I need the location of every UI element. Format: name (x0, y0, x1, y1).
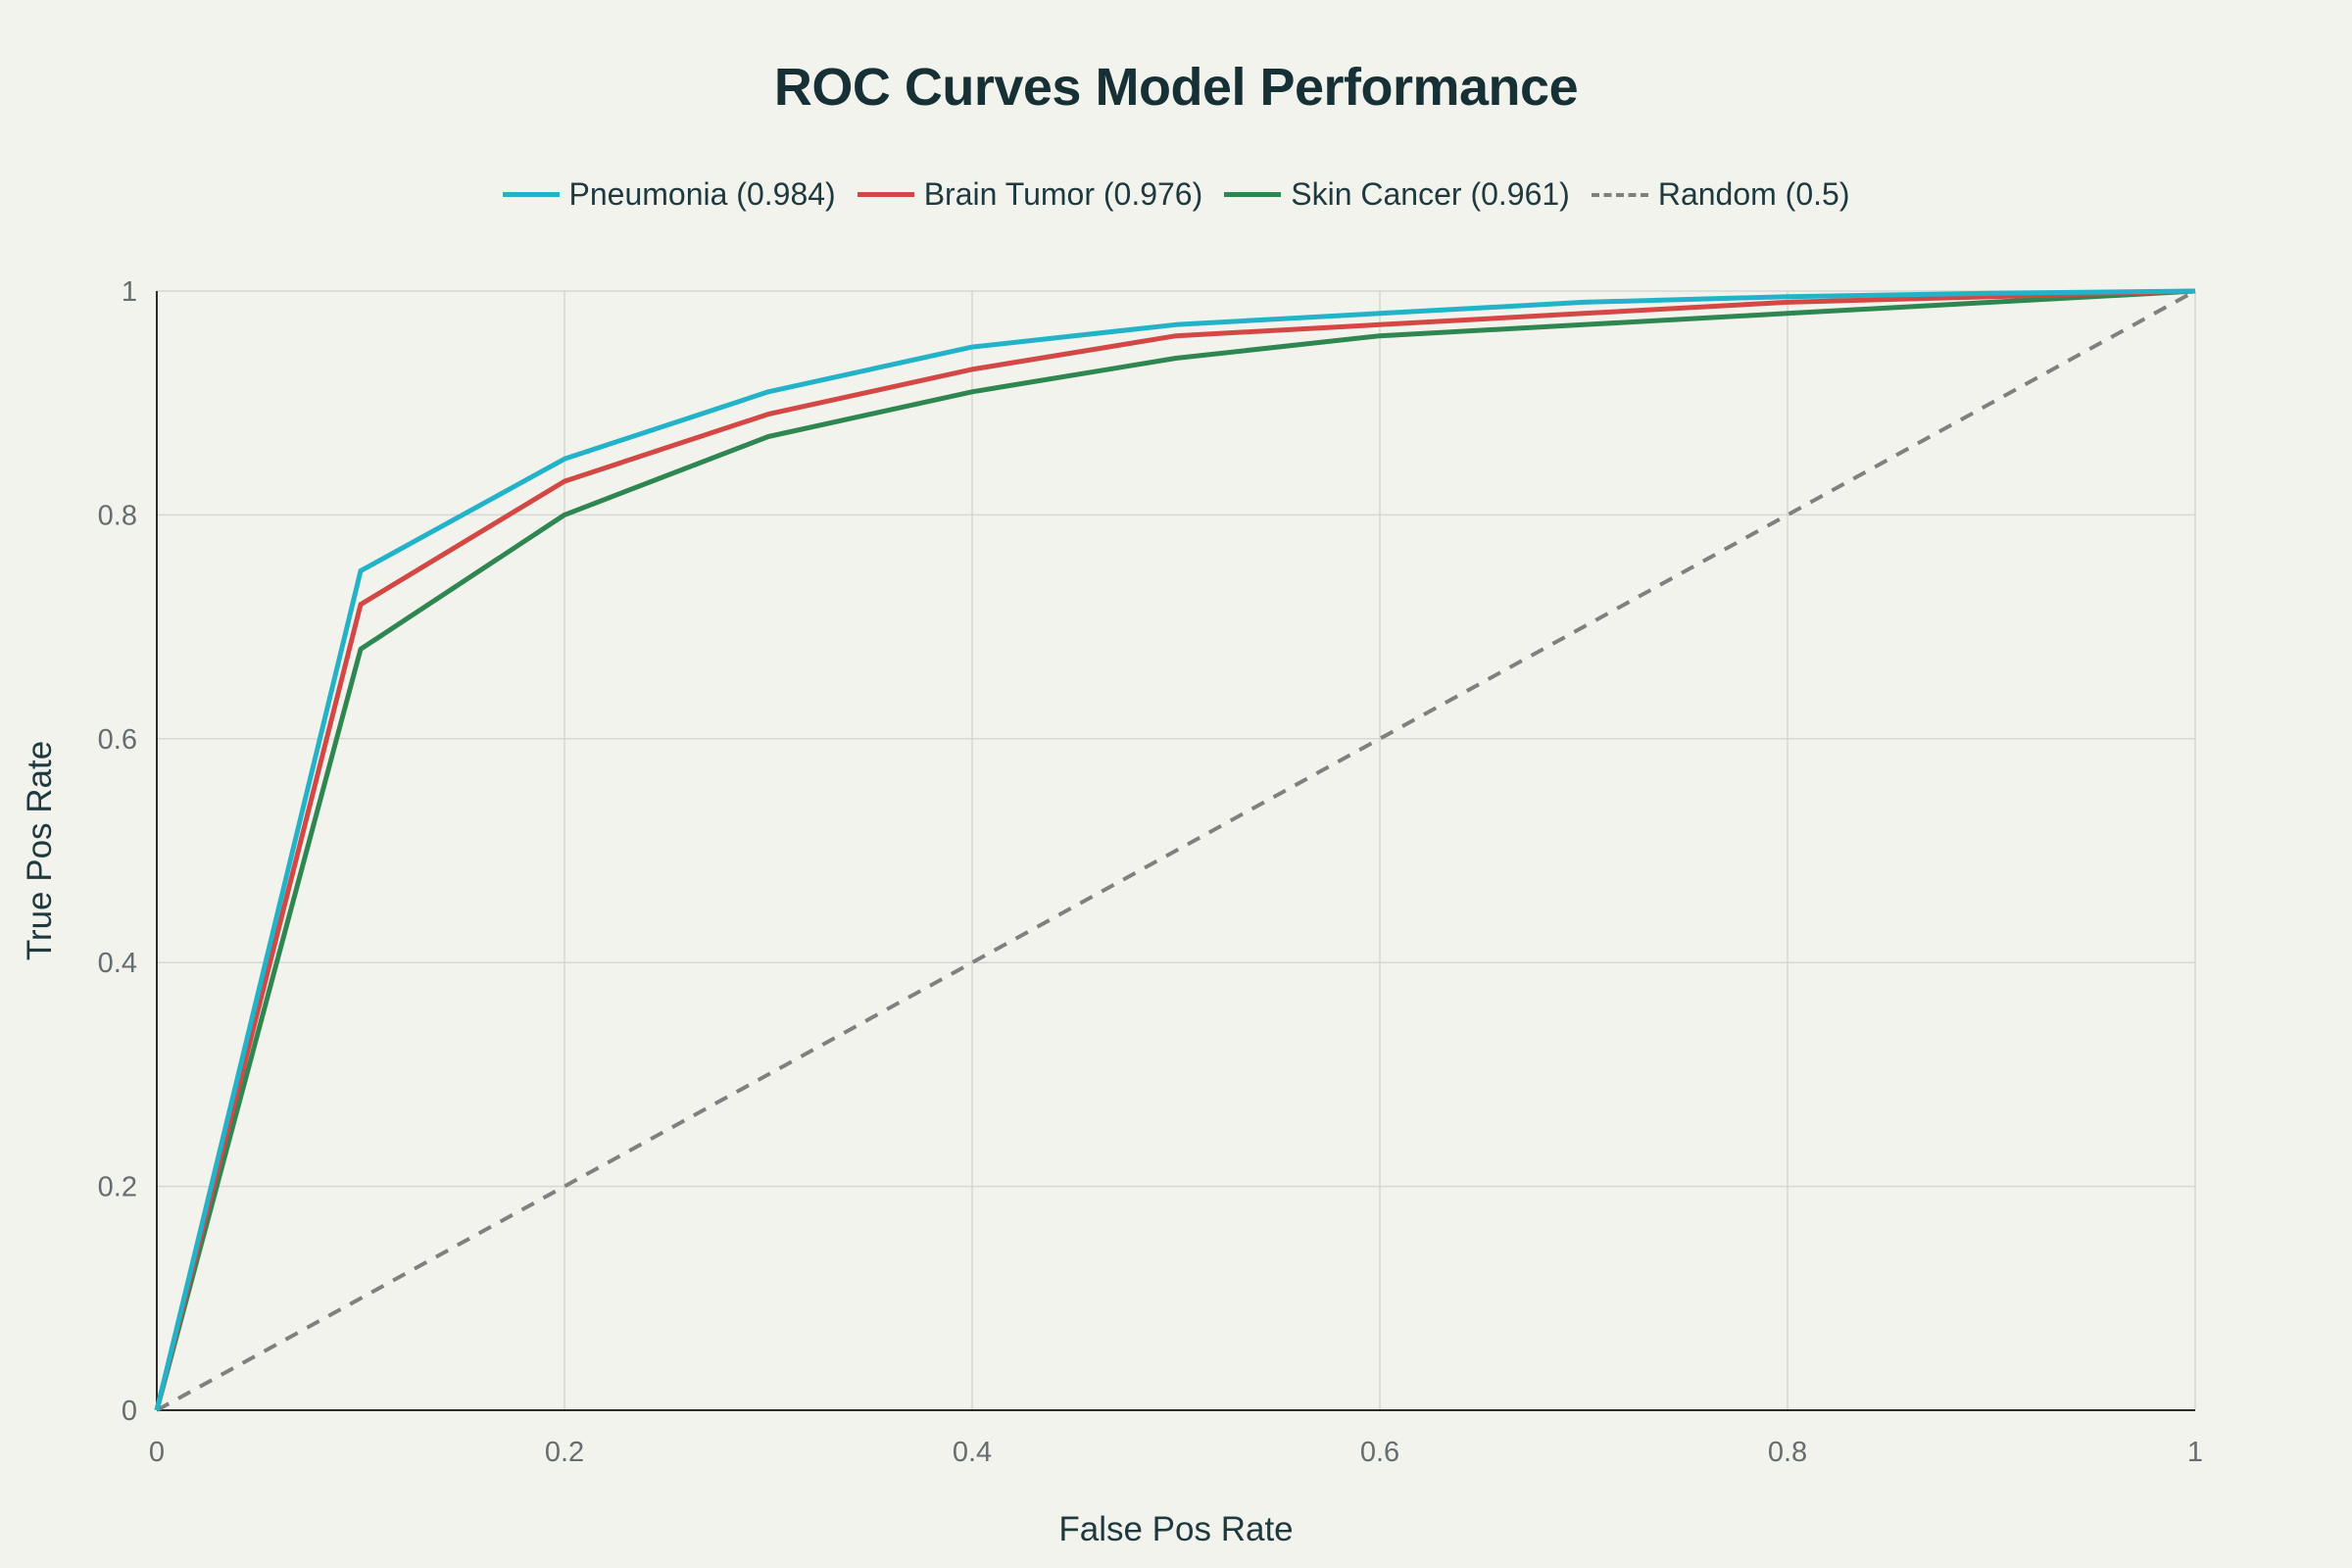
legend-swatch-skin-cancer (1224, 192, 1282, 197)
x-tick-label: 0.8 (1768, 1437, 1807, 1468)
legend-item-brain-tumor[interactable]: Brain Tumor (0.976) (857, 176, 1203, 213)
legend-item-skin-cancer[interactable]: Skin Cancer (0.961) (1224, 176, 1570, 213)
series-line-0 (154, 288, 2196, 1411)
series-line-2 (154, 288, 2196, 1411)
tick-layer: 0 0.2 0.4 0.6 0.8 1 0 0.2 0.4 0.6 0.8 1 (98, 276, 2203, 1468)
y-tick-label: 0.8 (98, 500, 137, 531)
series-line-1 (154, 288, 2196, 1411)
x-axis-title: False Pos Rate (1058, 1510, 1293, 1548)
legend-item-random[interactable]: Random (0.5) (1591, 176, 1850, 213)
axes-layer (156, 291, 2195, 1411)
series-line-3 (156, 289, 2196, 1412)
y-tick-label: 0.4 (98, 948, 137, 979)
y-tick-label: 0 (122, 1396, 137, 1427)
y-tick-label: 0.6 (98, 724, 137, 756)
y-tick-label: 1 (122, 276, 137, 308)
chart-legend: Pneumonia (0.984) Brain Tumor (0.976) Sk… (0, 176, 2352, 213)
legend-swatch-random (1591, 192, 1648, 197)
y-axis-title: True Pos Rate (21, 741, 59, 960)
x-tick-label: 0.6 (1360, 1437, 1399, 1468)
x-tick-label: 0 (149, 1437, 165, 1468)
y-tick-label: 0.2 (98, 1172, 137, 1203)
x-tick-label: 0.2 (545, 1437, 584, 1468)
legend-swatch-pneumonia (502, 192, 560, 197)
legend-swatch-brain-tumor (857, 192, 914, 197)
chart-title: ROC Curves Model Performance (773, 58, 1579, 117)
legend-item-pneumonia[interactable]: Pneumonia (0.984) (502, 176, 836, 213)
legend-label-skin-cancer: Skin Cancer (0.961) (1291, 176, 1570, 212)
grid-layer (157, 290, 2196, 1410)
legend-label-pneumonia: Pneumonia (0.984) (568, 176, 836, 212)
legend-label-random: Random (0.5) (1657, 176, 1850, 212)
x-tick-label: 1 (2187, 1437, 2203, 1468)
x-tick-label: 0.4 (953, 1437, 992, 1468)
legend-label-brain-tumor: Brain Tumor (0.976) (923, 176, 1203, 212)
series-layer (154, 288, 2196, 1412)
